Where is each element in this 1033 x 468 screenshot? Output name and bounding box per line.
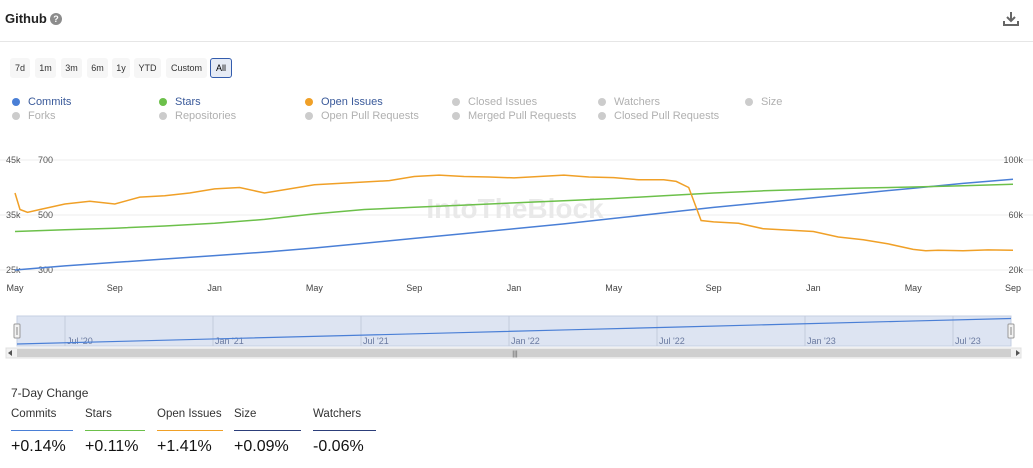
legend-label: Open Pull Requests: [321, 110, 419, 122]
change-underline: [157, 430, 223, 431]
change-value: +0.09%: [234, 438, 289, 455]
page-header: Github ?: [0, 0, 1033, 42]
scroll-left-icon: [8, 350, 12, 356]
change-underline: [313, 430, 376, 431]
navigator-label: Jul '23: [955, 336, 981, 346]
legend-label: Watchers: [614, 96, 661, 108]
legend-dot: [12, 112, 20, 120]
change-label: Watchers: [313, 408, 362, 420]
y-tick-label-stars: 35k: [6, 210, 21, 220]
scroll-right-icon: [1016, 350, 1020, 356]
range-button-1m[interactable]: 1m: [35, 58, 56, 78]
change-label: Commits: [11, 408, 57, 420]
change-label: Open Issues: [157, 408, 222, 420]
download-icon[interactable]: [1003, 11, 1019, 27]
navigator-label: Jan '22: [511, 336, 540, 346]
y-tick-label-stars: 45k: [6, 155, 21, 165]
change-value: +1.41%: [157, 438, 212, 455]
question-circle-icon[interactable]: ?: [50, 13, 62, 25]
change-label: Stars: [85, 408, 112, 420]
x-tick-label: Jan: [207, 283, 222, 293]
legend-label: Stars: [175, 96, 201, 108]
x-tick-label: Sep: [107, 283, 123, 293]
series-line-open-issues: [14, 174, 1014, 252]
series-line-commits: [14, 178, 1014, 271]
navigator-label: Jul '20: [67, 336, 93, 346]
y-tick-label-open-issues: 300: [38, 265, 53, 275]
watermark: IntoTheBlock: [426, 193, 604, 224]
range-button-ytd[interactable]: YTD: [134, 58, 161, 78]
change-underline: [11, 430, 73, 431]
navigator-label: Jan '21: [215, 336, 244, 346]
range-navigator[interactable]: Jul '20 Jan '21 Jul '21 Jan '22 Jul '22 Jan '…: [0, 312, 1033, 360]
range-button-custom[interactable]: Custom: [166, 58, 207, 78]
range-button-1y[interactable]: 1y: [112, 58, 130, 78]
range-button-3m[interactable]: 3m: [61, 58, 82, 78]
scrollbar-thumb: [17, 349, 1011, 357]
y-tick-label-open-issues: 500: [38, 210, 53, 220]
range-button-7d[interactable]: 7d: [10, 58, 30, 78]
main-chart[interactable]: IntoTheBlock 45k 35k 25k 700 500 300 100k 60k 20k…: [0, 148, 1033, 303]
legend-dot: [159, 98, 167, 106]
legend-dot: [745, 98, 753, 106]
legend-dot: [598, 112, 606, 120]
legend-dot: [305, 112, 313, 120]
legend-label: Open Issues: [321, 96, 383, 108]
y-tick-label-open-issues: 700: [38, 155, 53, 165]
chart-legend: Commits Stars Open Issues Closed Issues …: [12, 95, 812, 127]
x-tick-label: Jan: [806, 283, 821, 293]
series-line-stars: [14, 183, 1014, 233]
range-button-6m[interactable]: 6m: [87, 58, 108, 78]
y-tick-label-commits: 100k: [1003, 155, 1023, 165]
x-tick-label: May: [905, 283, 923, 293]
x-tick-label: May: [605, 283, 623, 293]
range-button-all[interactable]: All: [210, 58, 232, 78]
navigator-label: Jul '22: [659, 336, 685, 346]
legend-dot: [452, 98, 460, 106]
change-underline: [234, 430, 301, 431]
change-value: +0.11%: [85, 438, 139, 455]
legend-dot: [598, 98, 606, 106]
legend-dot: [159, 112, 167, 120]
change-underline: [85, 430, 145, 431]
x-tick-label: May: [306, 283, 324, 293]
change-title: 7-Day Change: [11, 386, 89, 400]
change-value: -0.06%: [313, 438, 364, 455]
change-label: Size: [234, 408, 257, 420]
legend-label: Closed Pull Requests: [614, 110, 720, 122]
navigator-label: Jul '21: [363, 336, 389, 346]
change-value: +0.14%: [11, 438, 66, 455]
legend-label: Repositories: [175, 110, 237, 122]
legend-label: Forks: [28, 110, 56, 122]
page-title: Github: [5, 11, 47, 26]
legend-label: Size: [761, 96, 783, 108]
legend-dot: [305, 98, 313, 106]
x-tick-label: Sep: [1005, 283, 1021, 293]
x-tick-label: May: [6, 283, 24, 293]
navigator-series-line: [16, 317, 1012, 345]
y-tick-label-stars: 25k: [6, 265, 21, 275]
y-tick-label-commits: 20k: [1008, 265, 1023, 275]
legend-label: Merged Pull Requests: [468, 110, 577, 122]
scrollbar-grip: |||: [512, 351, 518, 358]
x-tick-label: Sep: [406, 283, 422, 293]
y-tick-label-commits: 60k: [1008, 210, 1023, 220]
x-tick-label: Sep: [706, 283, 722, 293]
legend-label: Closed Issues: [468, 96, 538, 108]
x-tick-label: Jan: [507, 283, 522, 293]
navigator-label: Jan '23: [807, 336, 836, 346]
legend-label: Commits: [28, 96, 72, 108]
legend-dot: [452, 112, 460, 120]
legend-dot: [12, 98, 20, 106]
